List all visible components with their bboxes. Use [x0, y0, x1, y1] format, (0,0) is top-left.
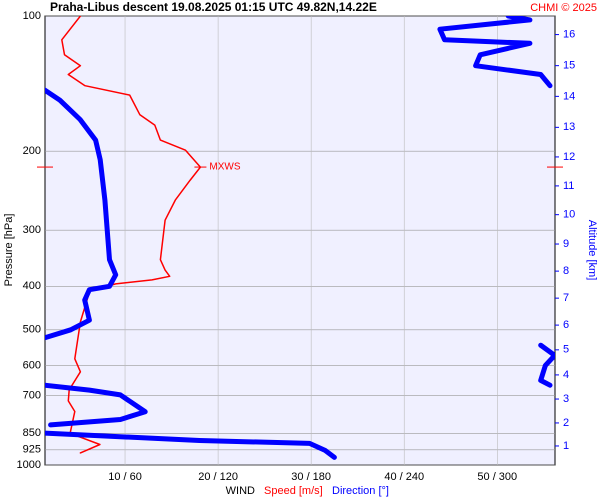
y2-tick-label: 9	[563, 238, 569, 250]
x-tick-label: 10 / 60	[108, 471, 142, 483]
credit: CHMI © 2025	[530, 2, 597, 14]
y2-tick-label: 5	[563, 344, 569, 356]
y-axis-label: Pressure [hPa]	[3, 214, 15, 287]
y-tick-label: 850	[23, 427, 41, 439]
y-tick-label: 400	[23, 280, 41, 292]
series-line	[45, 16, 555, 460]
y2-tick-label: 12	[563, 151, 575, 163]
y2-axis-label: Altitude [km]	[586, 220, 598, 281]
x-tick-label: 30 / 180	[291, 471, 331, 483]
y2-tick-label: 4	[563, 369, 569, 381]
y2-tick-label: 10	[563, 209, 575, 221]
y-tick-label: 500	[23, 324, 41, 336]
y-tick-label: 700	[23, 389, 41, 401]
y2-tick-label: 15	[563, 60, 575, 72]
y-tick-label: 300	[23, 224, 41, 236]
y2-tick-label: 1	[563, 440, 569, 452]
legend-entry: Direction [°]	[332, 485, 389, 497]
y-tick-label: 1000	[17, 459, 41, 471]
series-group	[45, 16, 555, 460]
y2-tick-label: 16	[563, 28, 575, 40]
y2-tick-label: 11	[563, 180, 574, 192]
chart-title: Praha-Libus descent 19.08.2025 01:15 UTC…	[50, 0, 377, 14]
x-axis-label: WIND	[226, 485, 255, 497]
y2-tick-label: 7	[563, 292, 569, 304]
y2-tick-label: 13	[563, 121, 575, 133]
y-tick-label: 100	[23, 10, 41, 22]
legend-entry: Speed [m/s]	[264, 485, 323, 497]
series-line	[61, 16, 202, 454]
y2-tick-label: 2	[563, 417, 569, 429]
mxws-label: MXWS	[209, 162, 240, 173]
x-tick-label: 50 / 300	[477, 471, 517, 483]
x-tick-label: 20 / 120	[198, 471, 238, 483]
y-tick-label: 600	[23, 359, 41, 371]
plot-area	[44, 15, 556, 466]
y-tick-label: 925	[23, 444, 41, 456]
y-tick-label: 200	[23, 145, 41, 157]
y2-tick-label: 6	[563, 319, 569, 331]
y2-tick-label: 14	[563, 90, 575, 102]
x-tick-label: 40 / 240	[384, 471, 424, 483]
y2-tick-label: 8	[563, 265, 569, 277]
y2-tick-label: 3	[563, 393, 569, 405]
